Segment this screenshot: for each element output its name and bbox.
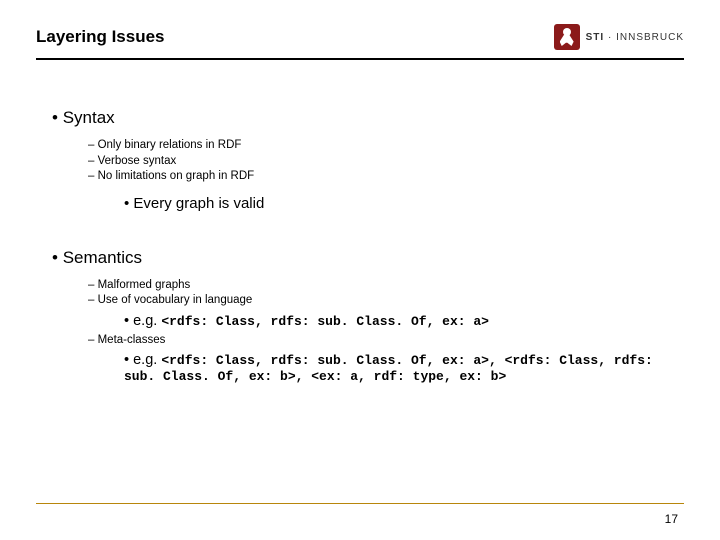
- page-number: 17: [665, 512, 678, 526]
- slide-content: Syntax Only binary relations in RDF Verb…: [0, 60, 720, 384]
- semantics-eg-1: e.g. <rdfs: Class, rdfs: sub. Class. Of,…: [124, 313, 668, 329]
- section-syntax: Syntax: [52, 108, 668, 128]
- eg-code: <rdfs: Class, rdfs: sub. Class. Of, ex: …: [124, 353, 653, 384]
- logo-sti: STI: [586, 32, 605, 43]
- logo: STI · INNSBRUCK: [554, 24, 684, 50]
- semantics-item-3: Meta-classes: [88, 333, 668, 349]
- syntax-item-1: Only binary relations in RDF: [88, 138, 668, 154]
- semantics-eg-2: e.g. <rdfs: Class, rdfs: sub. Class. Of,…: [124, 352, 668, 384]
- section-semantics: Semantics: [52, 248, 668, 268]
- syntax-item-3: No limitations on graph in RDF: [88, 169, 668, 185]
- eg-label: e.g.: [133, 313, 161, 329]
- logo-city: INNSBRUCK: [616, 32, 684, 43]
- sti-logo-icon: [554, 24, 580, 50]
- logo-text: STI · INNSBRUCK: [586, 32, 684, 43]
- eg-label: e.g.: [133, 352, 161, 368]
- logo-dot: ·: [604, 32, 616, 43]
- syntax-sub: Every graph is valid: [124, 195, 668, 212]
- footer-divider: [36, 503, 684, 504]
- semantics-item-1: Malformed graphs: [88, 278, 668, 294]
- page-title: Layering Issues: [36, 27, 165, 47]
- semantics-item-2: Use of vocabulary in language: [88, 293, 668, 309]
- slide-header: Layering Issues STI · INNSBRUCK: [0, 0, 720, 58]
- syntax-item-2: Verbose syntax: [88, 154, 668, 170]
- eg-code: <rdfs: Class, rdfs: sub. Class. Of, ex: …: [161, 314, 489, 329]
